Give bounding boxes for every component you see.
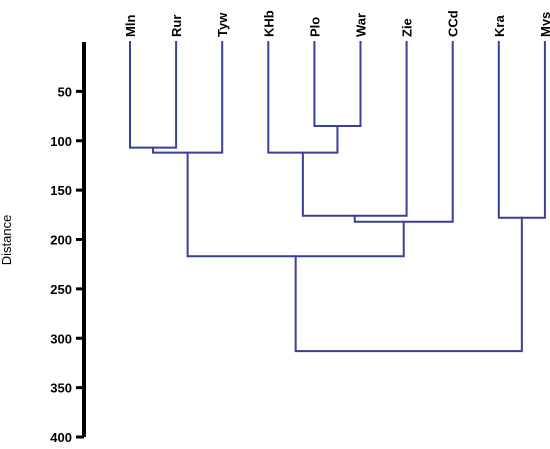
- y-tick-label: 400: [50, 430, 72, 444]
- leaf-label-war: War: [354, 13, 369, 37]
- y-tick-label: 300: [50, 331, 72, 346]
- dendrogram-link: [353, 41, 454, 223]
- y-axis: 50 100 150 200 250 300 350 400: [50, 42, 86, 445]
- y-axis-title: Distance: [0, 215, 14, 266]
- dendrogram-link: [152, 41, 224, 154]
- y-tick-label: 100: [50, 134, 72, 149]
- leaf-labels: Mln Rur Tyw KHb Plo War Zie CCd Kra Mys: [123, 10, 550, 37]
- dendrogram-link: [497, 41, 546, 219]
- y-tick-label: 200: [50, 233, 72, 248]
- leaf-label-ccd: CCd: [446, 10, 461, 37]
- leaf-label-mys: Mys: [538, 12, 550, 37]
- leaf-label-khb: KHb: [261, 10, 276, 37]
- leaf-label-rur: Rur: [169, 15, 184, 37]
- y-tick-label: 250: [50, 282, 72, 297]
- y-tick-label: 150: [50, 183, 72, 198]
- dendrogram-link: [186, 151, 405, 258]
- dendrogram-link: [129, 41, 178, 149]
- dendrogram-link: [301, 41, 408, 217]
- leaf-label-mln: Mln: [123, 15, 138, 37]
- y-tick-label: 50: [58, 84, 72, 99]
- leaf-label-tyw: Tyw: [215, 12, 230, 37]
- dendrogram-link: [294, 216, 523, 353]
- dendrogram-link: [313, 41, 362, 127]
- dendrogram-link: [267, 41, 339, 154]
- leaf-label-plo: Plo: [307, 17, 322, 37]
- y-tick-label: 350: [50, 381, 72, 396]
- tree-branches: [129, 41, 546, 353]
- leaf-label-kra: Kra: [492, 15, 507, 37]
- leaf-label-zie: Zie: [400, 18, 415, 37]
